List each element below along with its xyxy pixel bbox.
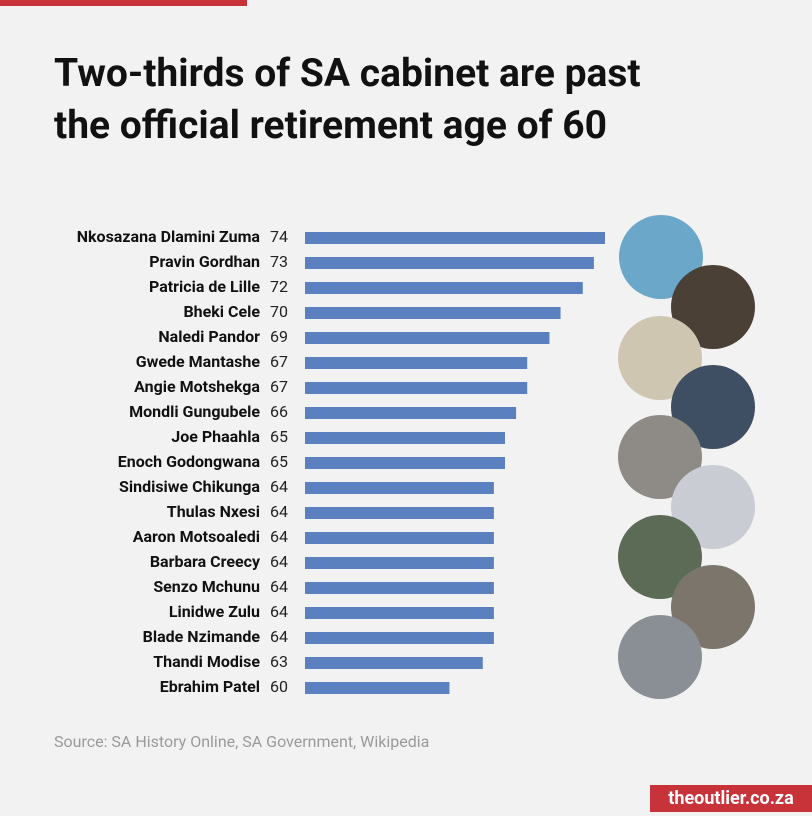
category-label: Patricia de Lille (149, 277, 260, 296)
category-label: Ebrahim Patel (160, 677, 260, 696)
photo (618, 615, 702, 699)
value-label: 64 (270, 627, 288, 646)
chart-title: Two-thirds of SA cabinet are past the off… (54, 50, 641, 148)
bar (305, 557, 494, 569)
bar (305, 307, 561, 319)
brand: theoutlier.co.za (668, 788, 794, 809)
bar (305, 432, 505, 444)
category-label: Senzo Mchunu (153, 577, 260, 596)
value-label: 64 (270, 602, 288, 621)
value-label: 64 (270, 577, 288, 596)
bar (305, 532, 494, 544)
category-label: Joe Phaahla (171, 427, 260, 446)
value-label: 64 (270, 502, 288, 521)
value-label: 64 (270, 527, 288, 546)
category-label: Thandi Modise (153, 652, 260, 671)
bar (305, 232, 605, 244)
bar (305, 582, 494, 594)
bar (305, 507, 494, 519)
photo (618, 316, 702, 400)
value-label: 63 (270, 652, 288, 671)
bar (305, 257, 594, 269)
category-label: Blade Nzimande (143, 627, 261, 646)
photo (671, 265, 755, 349)
bar (305, 457, 505, 469)
value-label: 67 (270, 377, 288, 396)
photo (671, 465, 755, 549)
category-label: Sindisiwe Chikunga (119, 477, 260, 496)
bar (305, 482, 494, 494)
category-label: Pravin Gordhan (149, 252, 260, 271)
bar (305, 682, 450, 694)
value-label: 74 (270, 227, 288, 246)
bar (305, 282, 583, 294)
category-label: Linidwe Zulu (169, 602, 260, 621)
bar (305, 407, 517, 419)
photo (671, 565, 755, 649)
category-label: Enoch Godongwana (118, 452, 261, 471)
category-label: Naledi Pandor (158, 327, 260, 346)
source: Source: SA History Online, SA Government… (54, 732, 429, 751)
bar (305, 657, 483, 669)
value-label: 72 (270, 277, 288, 296)
category-label: Mondli Gungubele (129, 402, 260, 421)
bar (305, 357, 528, 369)
accent-bar (0, 0, 247, 6)
photo (618, 515, 702, 599)
value-label: 60 (270, 677, 288, 696)
bar (305, 382, 528, 394)
value-label: 70 (270, 302, 288, 321)
value-label: 73 (270, 252, 288, 271)
bar (305, 607, 494, 619)
value-label: 66 (270, 402, 288, 421)
category-label: Nkosazana Dlamini Zuma (77, 227, 261, 246)
photo (671, 365, 755, 449)
value-label: 64 (270, 552, 288, 571)
category-label: Thulas Nxesi (167, 502, 260, 521)
photos (618, 215, 755, 699)
bar (305, 632, 494, 644)
photo (618, 415, 702, 499)
brand-box (650, 785, 812, 812)
category-label: Aaron Motsoaledi (133, 527, 260, 546)
category-label: Bheki Cele (183, 302, 260, 321)
value-label: 69 (270, 327, 288, 346)
photo (619, 215, 703, 299)
category-label: Angie Motshekga (134, 377, 260, 396)
bar (305, 332, 550, 344)
value-label: 65 (270, 427, 288, 446)
category-label: Barbara Creecy (150, 552, 261, 571)
value-label: 67 (270, 352, 288, 371)
category-label: Gwede Mantashe (136, 352, 261, 371)
value-label: 64 (270, 477, 288, 496)
value-label: 65 (270, 452, 288, 471)
